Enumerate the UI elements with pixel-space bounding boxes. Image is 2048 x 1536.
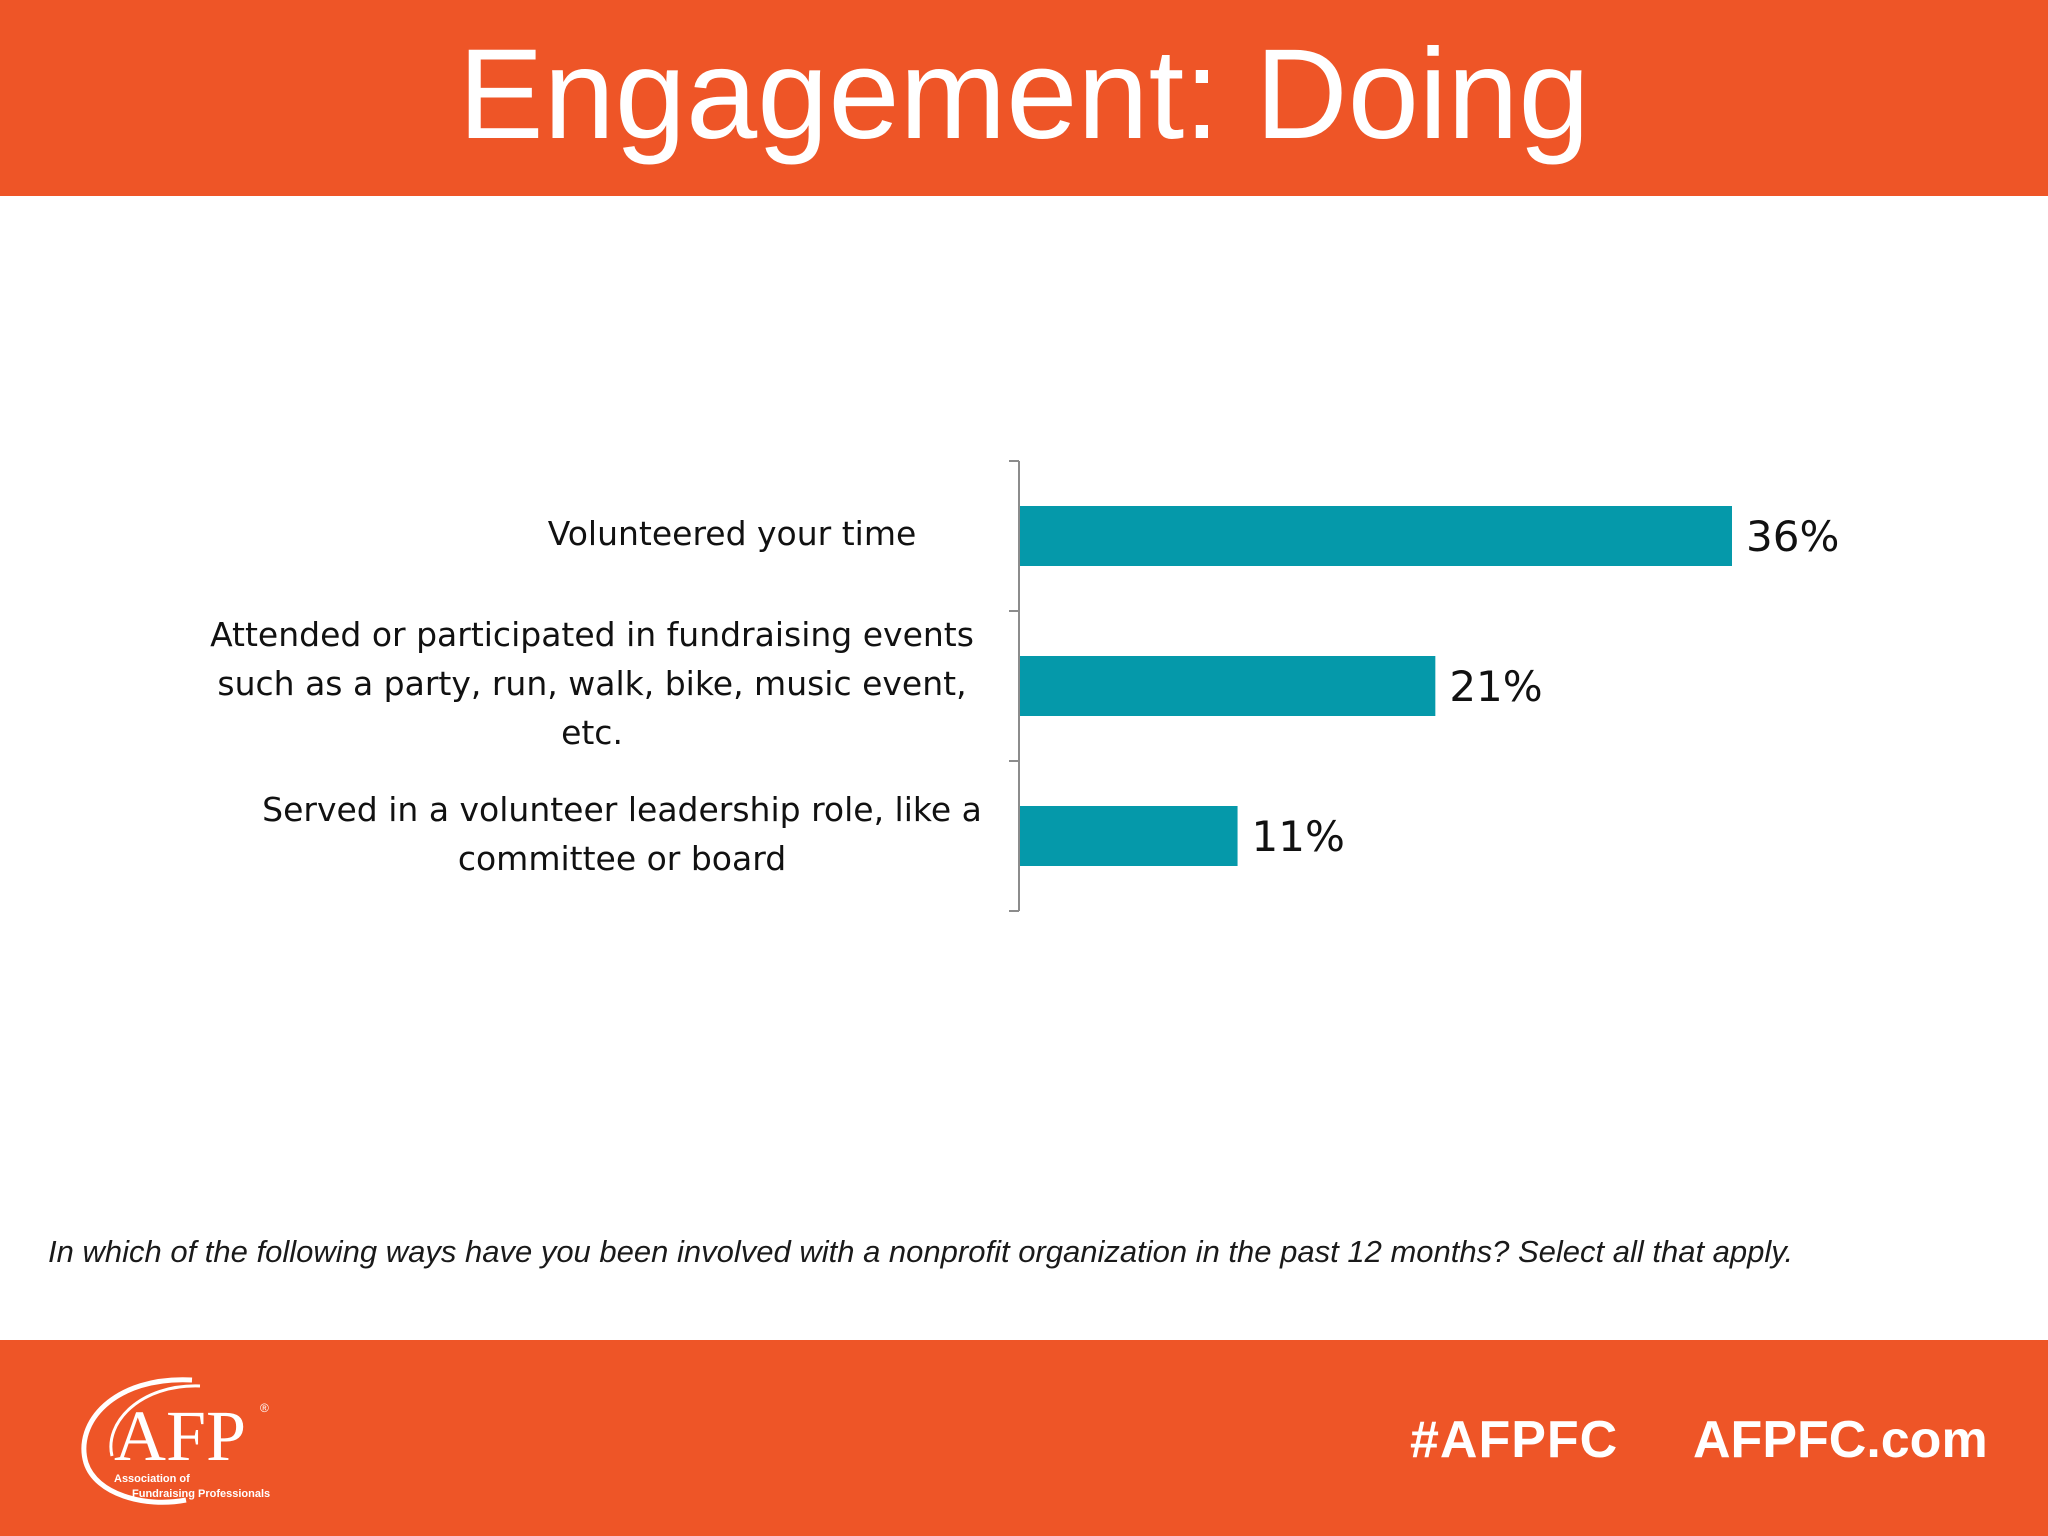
data-label-2: 11% (1252, 812, 1345, 861)
category-label-events: Attended or participated in fundraising … (210, 615, 974, 752)
bar-2 (1020, 806, 1238, 866)
website-link[interactable]: AFPFC.com (1693, 1411, 1988, 1469)
slide-title: Engagement: Doing (458, 23, 1590, 166)
data-label-0: 36% (1746, 512, 1839, 561)
afp-logo-icon: AFP ® Association of Fundraising Profess… (81, 1377, 270, 1505)
category-label-leadership: Served in a volunteer leadership role, l… (262, 790, 982, 878)
logo-subtitle-line2: Fundraising Professionals (132, 1488, 270, 1500)
bar-1 (1020, 656, 1436, 716)
data-label-1: 21% (1449, 662, 1542, 711)
category-label-volunteered: Volunteered your time (547, 514, 917, 553)
bar-0 (1020, 506, 1732, 566)
logo-registered: ® (260, 1401, 269, 1415)
bar-chart: Volunteered your time Attended or partic… (0, 440, 2048, 920)
logo-text: AFP (114, 1396, 246, 1476)
chart-plot: 36% 21% 11% (1009, 460, 1839, 912)
logo-subtitle-line1: Association of (114, 1473, 190, 1485)
survey-question: In which of the following ways have you … (48, 1234, 1794, 1269)
footer-bar: AFP ® Association of Fundraising Profess… (0, 1340, 2048, 1536)
header-bar: Engagement: Doing (0, 0, 2048, 196)
hashtag: #AFPFC (1410, 1411, 1619, 1469)
afp-logo: AFP ® Association of Fundraising Profess… (74, 1368, 294, 1508)
